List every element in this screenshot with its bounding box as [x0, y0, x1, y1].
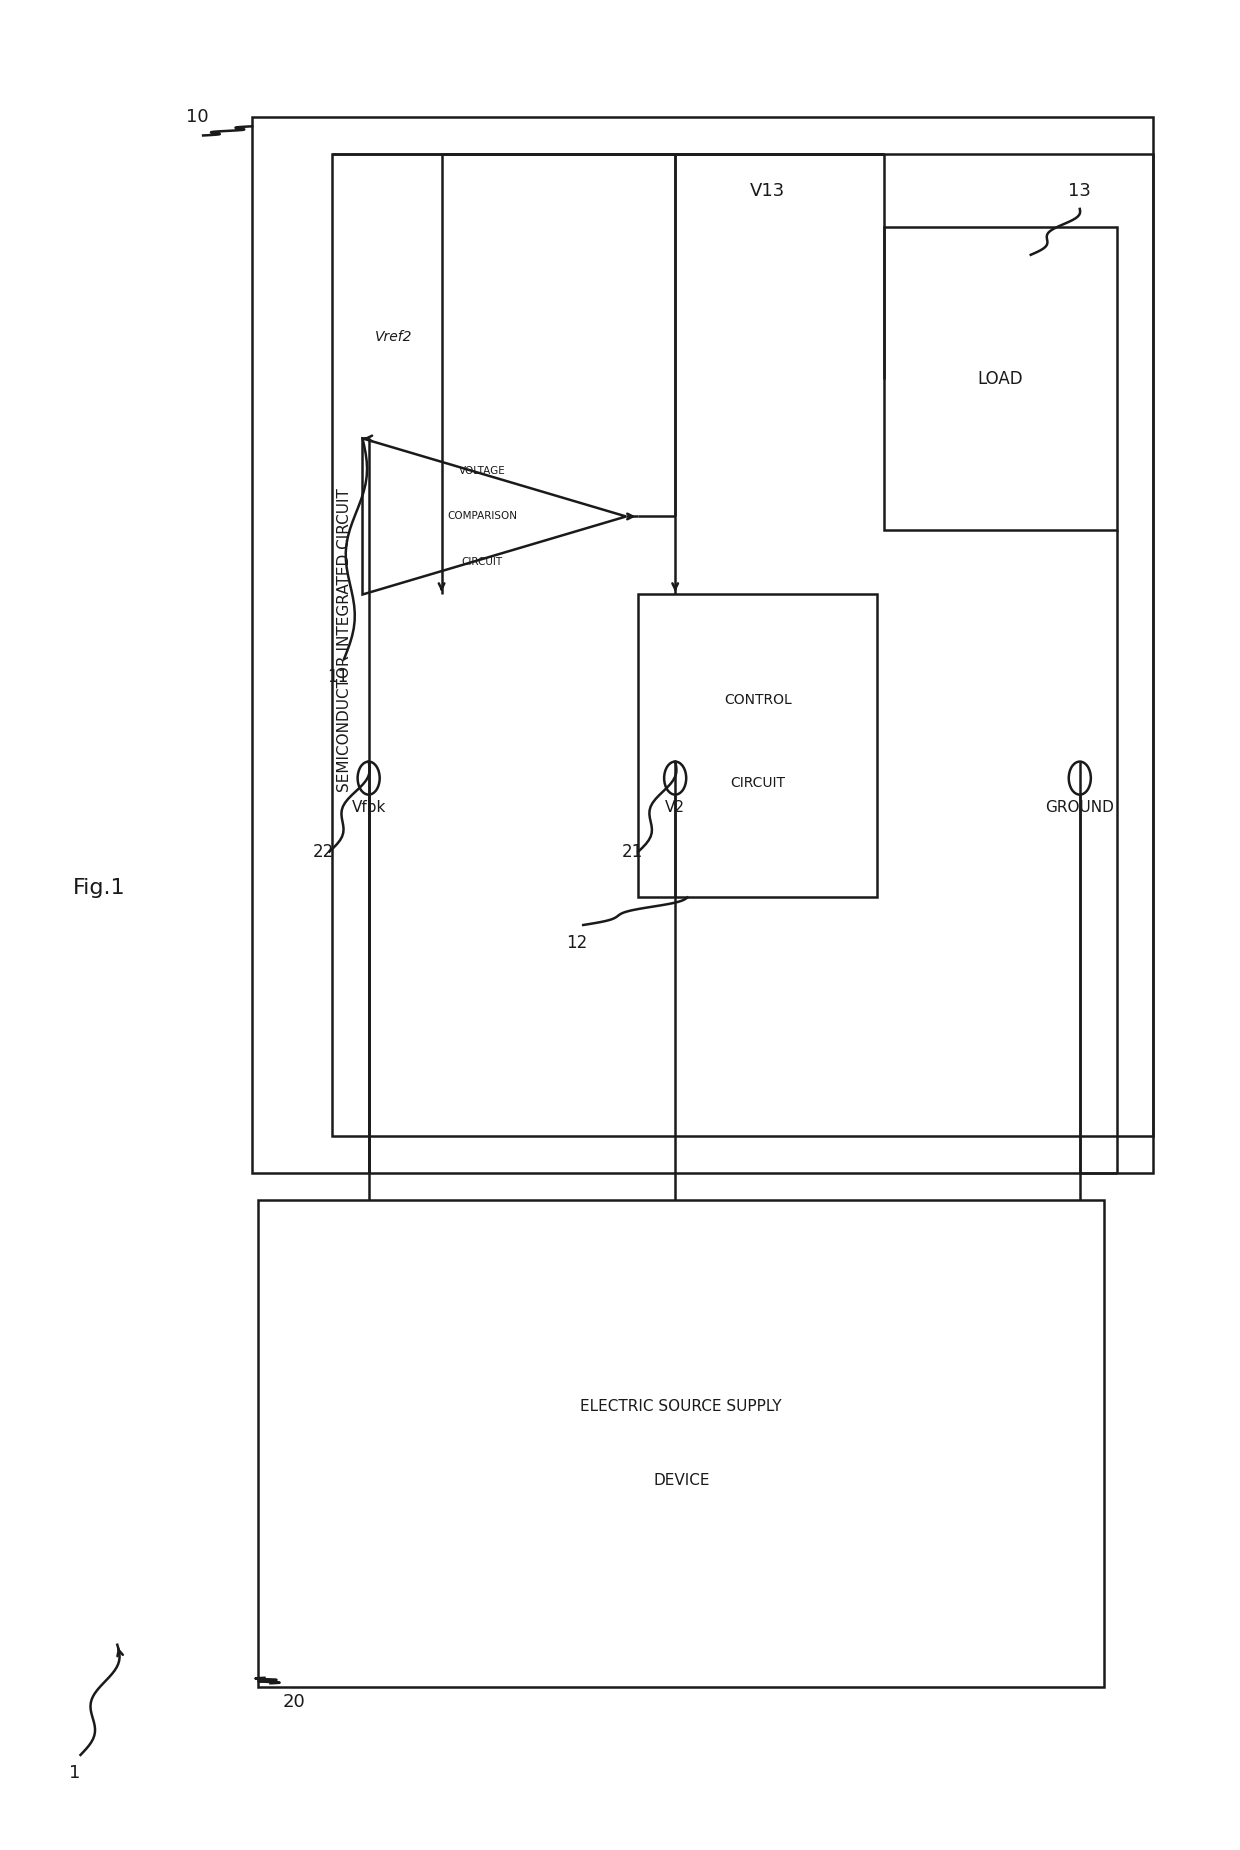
Text: 13: 13 [1069, 181, 1091, 200]
Bar [332, 154, 1153, 1136]
Text: ELECTRIC SOURCE SUPPLY: ELECTRIC SOURCE SUPPLY [580, 1399, 782, 1415]
Bar [639, 594, 878, 897]
Text: 1: 1 [68, 1765, 81, 1782]
Text: VOLTAGE: VOLTAGE [459, 466, 506, 475]
Text: Vref2: Vref2 [374, 331, 412, 344]
Bar [884, 228, 1116, 531]
Text: Vfbk: Vfbk [351, 799, 386, 814]
Text: CIRCUIT: CIRCUIT [730, 775, 785, 790]
Text: 20: 20 [283, 1693, 305, 1711]
Text: GROUND: GROUND [1045, 799, 1115, 814]
Text: CONTROL: CONTROL [724, 694, 792, 707]
Text: 10: 10 [186, 107, 208, 126]
Text: V13: V13 [749, 181, 785, 200]
Text: V2: V2 [665, 799, 686, 814]
Text: 12: 12 [567, 934, 588, 953]
Bar [258, 1201, 1105, 1687]
Text: CIRCUIT: CIRCUIT [461, 557, 502, 568]
Text: Fig.1: Fig.1 [73, 879, 125, 899]
Text: DEVICE: DEVICE [653, 1473, 709, 1487]
Text: 11: 11 [327, 668, 348, 686]
Text: LOAD: LOAD [977, 370, 1023, 388]
Text: SEMICONDUCTOR INTEGRATED CIRCUIT: SEMICONDUCTOR INTEGRATED CIRCUIT [336, 488, 352, 792]
Text: 21: 21 [621, 842, 642, 860]
Text: COMPARISON: COMPARISON [448, 511, 517, 522]
Bar [252, 117, 1153, 1173]
Text: 22: 22 [312, 842, 334, 860]
